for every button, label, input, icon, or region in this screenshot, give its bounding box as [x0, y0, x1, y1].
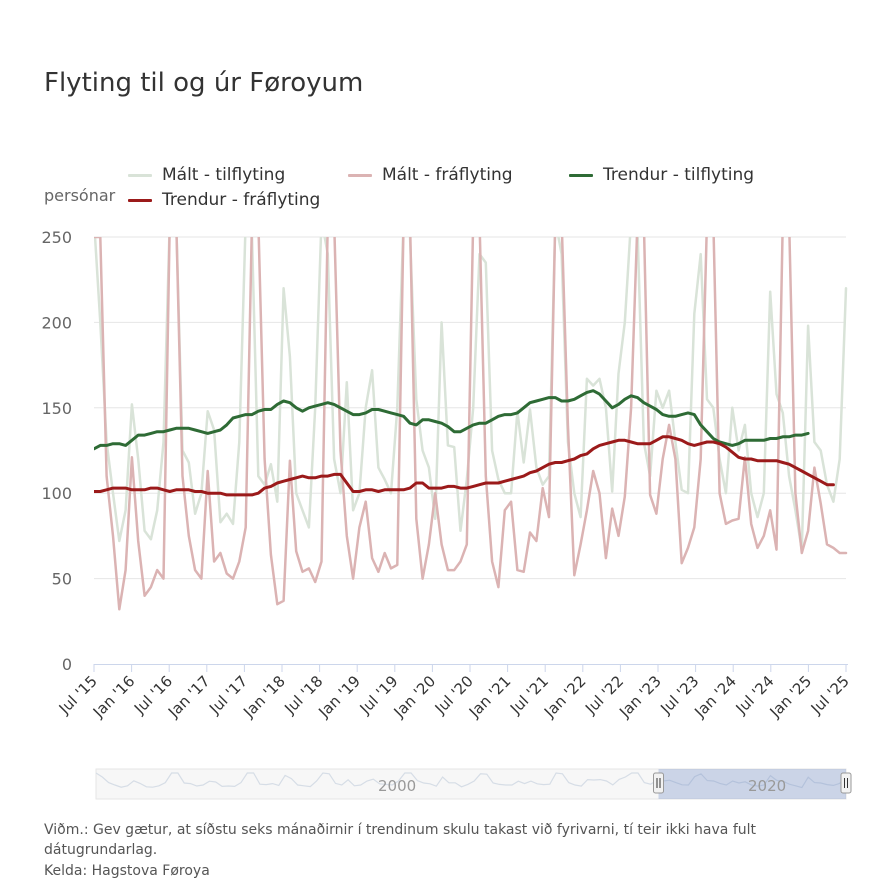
legend-swatch-malt-tilflyting — [128, 173, 152, 177]
legend-label-trendur-fraflyting: Trendur - fráflyting — [162, 190, 321, 210]
legend-label-malt-tilflyting: Mált - tilflyting — [162, 165, 286, 185]
remark-line-2: dátugrundarlag. — [44, 842, 158, 858]
y-axis: 0 50 100 150 200 250 — [41, 228, 72, 674]
y-tick-label: 0 — [62, 655, 72, 674]
x-tick-label: Jan '16 — [89, 672, 139, 722]
y-axis-label: persónar — [44, 186, 116, 205]
legend-item-malt-tilflyting[interactable]: Mált - tilflyting — [128, 165, 285, 185]
legend-label-malt-fraflyting: Mált - fráflyting — [382, 165, 513, 185]
chart-title: Flyting til og úr Føroyum — [44, 68, 364, 98]
x-tick-label: Jan '21 — [465, 672, 515, 722]
navigator-handle-left[interactable] — [653, 772, 664, 794]
y-tick-label: 250 — [41, 228, 72, 247]
source-note: Kelda: Hagstova Føroya — [44, 863, 210, 879]
series-line-1[interactable] — [94, 220, 848, 611]
legend-swatch-malt-fraflyting — [348, 173, 372, 177]
x-tick-label: Jan '24 — [690, 672, 740, 722]
remark-line-1: Viðm.: Gev gætur, at síðstu seks mánaðir… — [44, 822, 756, 838]
series-line-2[interactable] — [94, 389, 810, 451]
navigator-sparkline — [95, 772, 847, 789]
x-tick-label: Jan '18 — [239, 672, 289, 722]
navigator-selection[interactable] — [658, 769, 847, 799]
x-tick-label: Jan '19 — [314, 672, 364, 722]
series-group — [94, 220, 848, 611]
x-tick-label: Jul '25 — [807, 672, 853, 718]
x-tick-label: Jan '17 — [164, 672, 214, 722]
legend-item-trendur-fraflyting[interactable]: Trendur - fráflyting — [128, 190, 320, 210]
legend-label-trendur-tilflyting: Trendur - tilflyting — [603, 165, 755, 185]
legend-swatch-trendur-fraflyting — [128, 198, 152, 202]
navigator-label-2000: 2000 — [378, 777, 417, 795]
y-tick-label: 200 — [41, 313, 72, 332]
legend-item-trendur-tilflyting[interactable]: Trendur - tilflyting — [569, 165, 754, 185]
navigator[interactable] — [95, 768, 852, 800]
y-tick-label: 100 — [41, 484, 72, 503]
series-line-3[interactable] — [94, 435, 835, 497]
y-tick-label: 50 — [52, 570, 72, 589]
x-tick-label: Jan '25 — [766, 672, 816, 722]
x-tick-label: Jan '23 — [615, 672, 665, 722]
navigator-label-2020: 2020 — [748, 777, 787, 795]
legend-swatch-trendur-tilflyting — [569, 173, 593, 177]
x-tick-label: Jan '20 — [390, 672, 440, 722]
legend-item-malt-fraflyting[interactable]: Mált - fráflyting — [348, 165, 513, 185]
navigator-handle-right[interactable] — [840, 772, 852, 794]
y-tick-label: 150 — [41, 399, 72, 418]
x-tick-label: Jan '22 — [540, 672, 590, 722]
